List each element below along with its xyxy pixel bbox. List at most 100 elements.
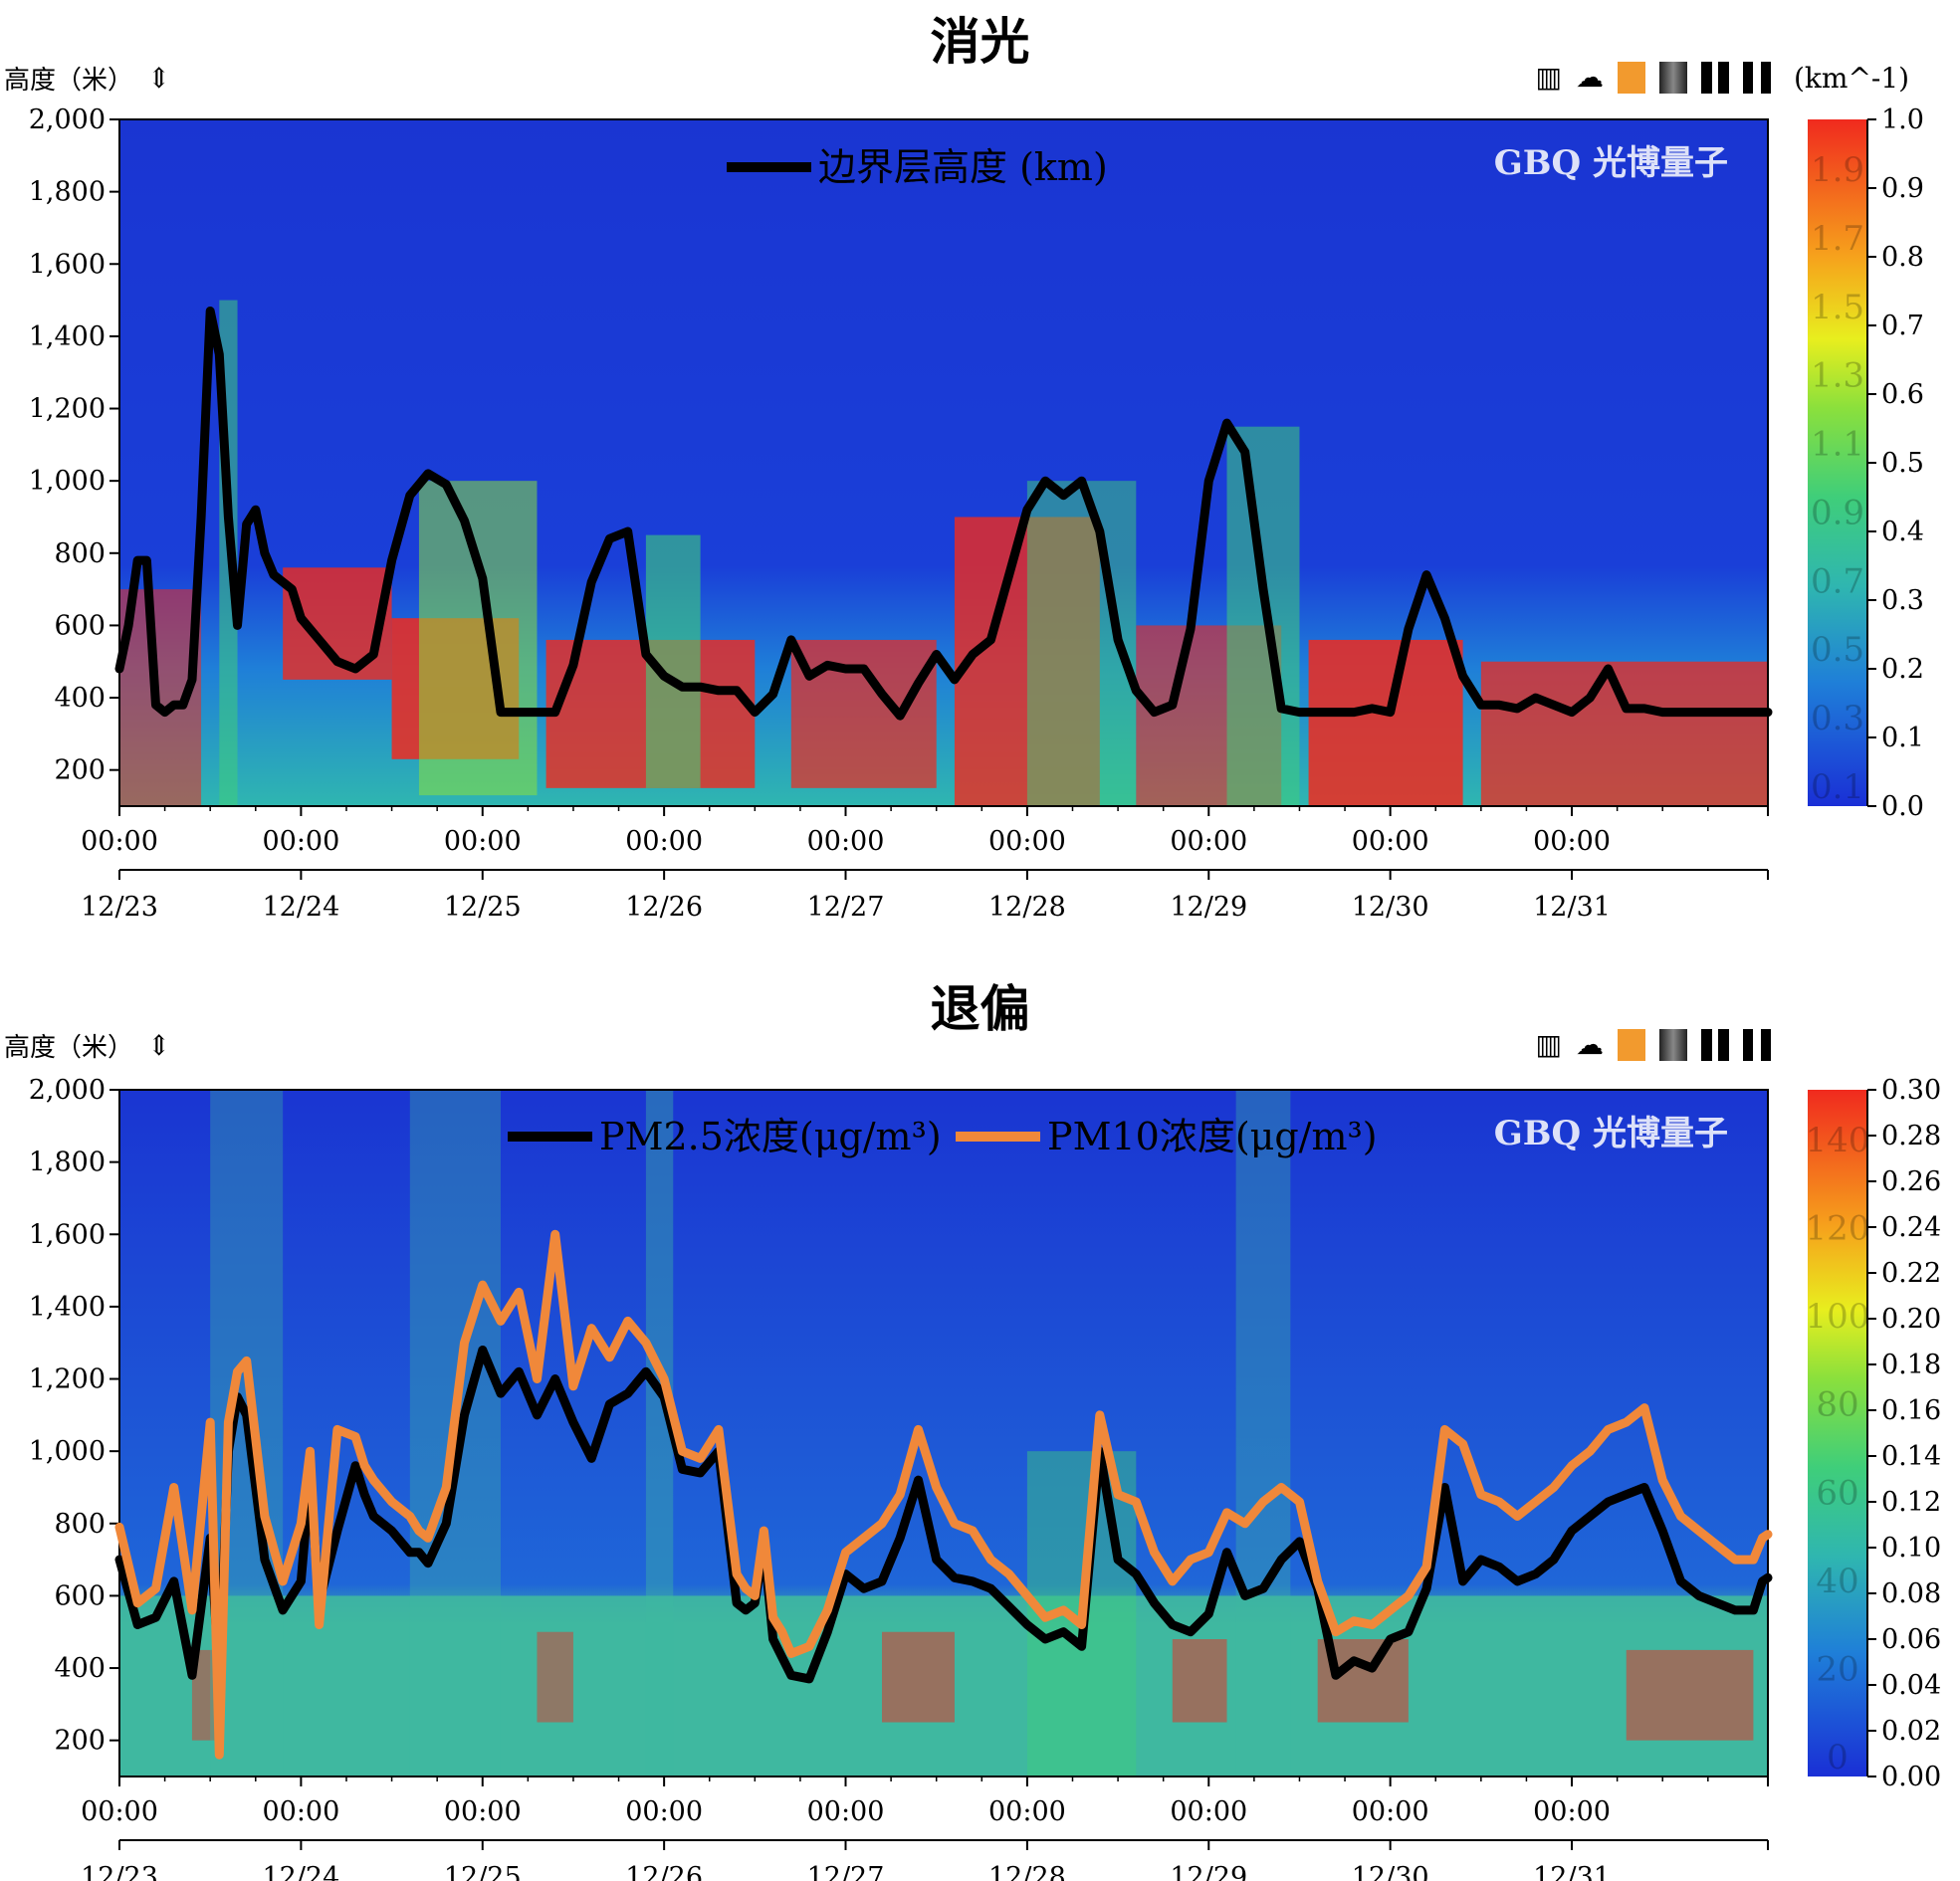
toolbar: ▥ ☁ [1536,1029,1771,1061]
y-tick-label: 1,200 [29,1364,106,1395]
x-tick-date-label: 12/27 [807,892,885,923]
colorbar-ghost-label: 120 [1806,1209,1870,1249]
colorbar-tick-label: 0.7 [1881,311,1924,341]
depolarization-panel: 退偏 高度（米） ⇕ ▥ ☁ GBQ 光博量子 2,000 1,800 1,600 1,… [0,965,1960,1881]
bw-colormap-icon[interactable] [1701,62,1729,94]
gray-colormap-icon[interactable] [1659,62,1687,94]
x-tick-date-label: 12/25 [444,1862,522,1881]
colorbar-tick-label: 0.06 [1881,1624,1941,1655]
chart-icon[interactable]: ▥ [1535,1028,1562,1061]
colorbar-tick-label: 0.22 [1881,1258,1941,1289]
heatmap-band [418,481,538,796]
mono-colormap-icon[interactable] [1743,1029,1771,1061]
panel-title-extinction: 消光 [930,12,1030,71]
colorbar-ghost-label: 0.7 [1811,561,1864,601]
x-tick-time-label: 00:00 [1533,826,1611,857]
x-tick-date-label: 12/23 [81,892,158,923]
orange-colormap-icon[interactable] [1618,62,1645,94]
colorbar-tick-label: 0.12 [1881,1487,1941,1518]
colorbar-tick-label: 0.5 [1881,448,1924,479]
heatmap-band [881,1631,955,1723]
x-tick-time-label: 00:00 [1170,1796,1247,1827]
heatmap-band [1172,1639,1227,1723]
x-tick-date-label: 12/26 [625,1862,703,1881]
height-adjust-icon[interactable]: ⇕ [147,1029,171,1062]
colorbar-tick-label: 0.16 [1881,1395,1941,1426]
y-tick-label: 1,800 [29,1148,106,1178]
colorbar-ghost-label: 1.5 [1811,288,1864,327]
legend-label: 边界层高度 (km) [818,145,1108,189]
colorbar-ghost-label: 40 [1816,1562,1858,1601]
y-tick-label: 200 [54,755,106,786]
colorbar-ghost-label: 1.9 [1811,150,1864,190]
chart-icon[interactable]: ▥ [1535,61,1562,94]
colorbar-ghost-label: 0.3 [1811,699,1864,738]
colorbar-unit: (km^-1) [1794,62,1910,95]
y-tick-label: 600 [54,1580,106,1611]
cloud-icon[interactable]: ☁ [1576,1028,1604,1061]
y-axis-label: 高度（米） [4,66,134,96]
colorbar-ghost-label: 1.3 [1811,356,1864,396]
cloud-icon[interactable]: ☁ [1576,61,1604,94]
x-tick-time-label: 00:00 [1533,1796,1611,1827]
heatmap-band [1235,1090,1291,1776]
colorbar-tick-label: 0.18 [1881,1350,1941,1380]
legend-label: PM10浓度(μg/m³) [1047,1115,1378,1158]
heatmap-band [1308,639,1463,806]
y-tick-label: 400 [54,1653,106,1684]
colorbar-tick-label: 0.26 [1881,1166,1941,1197]
x-tick-time-label: 00:00 [444,826,522,857]
x-tick-time-label: 00:00 [81,826,158,857]
x-tick-time-label: 00:00 [988,1796,1066,1827]
colorbar-tick-label: 0.4 [1881,517,1924,547]
x-tick-date-label: 12/24 [262,1862,339,1881]
gray-colormap-icon[interactable] [1659,1029,1687,1061]
plot-frame [118,1089,1769,1777]
colorbar-tick-label: 0.14 [1881,1441,1941,1472]
colorbar [1808,1090,1867,1776]
colorbar-tick-label: 0.28 [1881,1121,1941,1151]
extinction-chart: GBQ 光博量子 2,000 1,800 1,600 1,400 1,200 1,000 80… [29,104,1924,923]
y-tick-label: 1,400 [29,1292,106,1323]
colorbar-ghost-label: 20 [1816,1649,1858,1689]
x-tick-time-label: 00:00 [625,826,703,857]
colorbar-ghost-label: 60 [1816,1473,1858,1513]
colorbar-ghost-label: 140 [1806,1121,1870,1160]
x-tick-time-label: 00:00 [807,826,885,857]
colorbar-ghost-label: 0.5 [1811,630,1864,670]
colorbar-tick-label: 0.30 [1881,1075,1941,1106]
x-tick-date-label: 12/31 [1533,1862,1611,1881]
colorbar-tick-label: 0.0 [1881,791,1924,822]
x-tick-date-label: 12/27 [807,1862,885,1881]
mono-colormap-icon[interactable] [1743,62,1771,94]
colorbar-ghost-label: 1.7 [1811,219,1864,259]
height-adjust-icon[interactable]: ⇕ [147,62,171,95]
orange-colormap-icon[interactable] [1618,1029,1645,1061]
y-tick-label: 1,000 [29,1436,106,1467]
x-tick-date-label: 12/29 [1170,1862,1247,1881]
heatmap-band [1626,1649,1754,1741]
plot-frame [118,118,1769,807]
colorbar-tick-label: 1.0 [1881,104,1924,135]
colorbar-ghost-label: 100 [1806,1297,1870,1337]
x-tick-time-label: 00:00 [1352,1796,1429,1827]
gbq-logo: GBQ 光博量子 [1494,1114,1728,1153]
y-tick-label: 2,000 [29,1075,106,1106]
y-tick-label: 800 [54,1509,106,1540]
bw-colormap-icon[interactable] [1701,1029,1729,1061]
colorbar-ghost-label: 1.1 [1811,425,1864,465]
colorbar-tick-label: 0.20 [1881,1304,1941,1335]
x-tick-time-label: 00:00 [262,826,339,857]
colorbar [1808,119,1867,806]
y-tick-label: 600 [54,610,106,641]
x-tick-date-label: 12/25 [444,892,522,923]
x-tick-time-label: 00:00 [444,1796,522,1827]
y-tick-label: 2,000 [29,104,106,135]
x-tick-date-label: 12/28 [988,1862,1066,1881]
heatmap-band [790,639,937,788]
colorbar-tick-label: 0.6 [1881,379,1924,410]
colorbar-tick-label: 0.02 [1881,1716,1941,1747]
y-tick-label: 1,800 [29,177,106,208]
x-tick-time-label: 00:00 [625,1796,703,1827]
x-tick-date-label: 12/26 [625,892,703,923]
